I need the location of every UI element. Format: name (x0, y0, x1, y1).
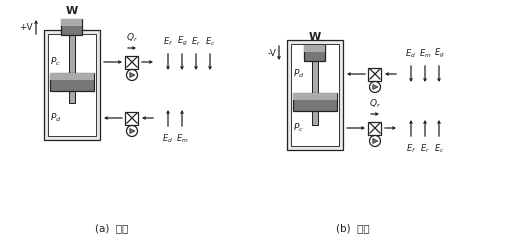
Circle shape (369, 81, 380, 92)
Bar (62, 19, 82, 26)
Circle shape (126, 125, 137, 136)
Bar (62, 19, 82, 35)
Text: W: W (66, 6, 78, 16)
Bar (286, 40, 342, 150)
Text: $E_m$: $E_m$ (175, 132, 188, 144)
Text: $E_g$: $E_g$ (176, 35, 187, 48)
Bar (292, 93, 336, 100)
Text: $E_d$: $E_d$ (405, 48, 416, 60)
Bar (292, 93, 336, 111)
Bar (304, 45, 325, 52)
Text: $E_g$: $E_g$ (433, 47, 443, 60)
Bar (50, 73, 94, 80)
Circle shape (369, 135, 380, 146)
Text: $E_d$: $E_d$ (162, 132, 173, 144)
Text: +V: +V (19, 22, 33, 32)
Text: $E_f$: $E_f$ (405, 142, 415, 154)
Text: $P_d$: $P_d$ (292, 68, 304, 80)
Bar (125, 112, 138, 124)
Bar (304, 45, 325, 61)
Text: $E_r$: $E_r$ (190, 36, 200, 48)
Text: $Q_r$: $Q_r$ (368, 98, 380, 110)
Text: $Q_r$: $Q_r$ (126, 32, 138, 44)
Bar (48, 34, 96, 136)
Text: $P_c$: $P_c$ (50, 56, 61, 68)
Bar (312, 111, 317, 125)
Text: $E_m$: $E_m$ (418, 48, 430, 60)
Polygon shape (372, 138, 377, 143)
Bar (290, 44, 338, 146)
Bar (69, 91, 75, 103)
Polygon shape (130, 72, 135, 77)
Bar (368, 67, 381, 80)
Bar (44, 30, 100, 140)
Text: $P_d$: $P_d$ (50, 112, 62, 124)
Text: (b)  하강: (b) 하강 (335, 223, 369, 233)
Text: $E_c$: $E_c$ (433, 142, 443, 154)
Polygon shape (130, 128, 135, 133)
Text: (a)  상승: (a) 상승 (95, 223, 128, 233)
Text: $E_r$: $E_r$ (419, 142, 429, 154)
Polygon shape (372, 84, 377, 89)
Text: $E_c$: $E_c$ (205, 36, 215, 48)
Bar (69, 35, 75, 73)
Circle shape (126, 69, 137, 80)
Text: W: W (308, 32, 321, 42)
Bar (125, 56, 138, 68)
Text: $E_f$: $E_f$ (163, 36, 173, 48)
Text: $P_c$: $P_c$ (292, 122, 303, 134)
Bar (50, 73, 94, 91)
Text: -V: -V (267, 49, 275, 58)
Bar (368, 122, 381, 134)
Bar (312, 61, 317, 93)
